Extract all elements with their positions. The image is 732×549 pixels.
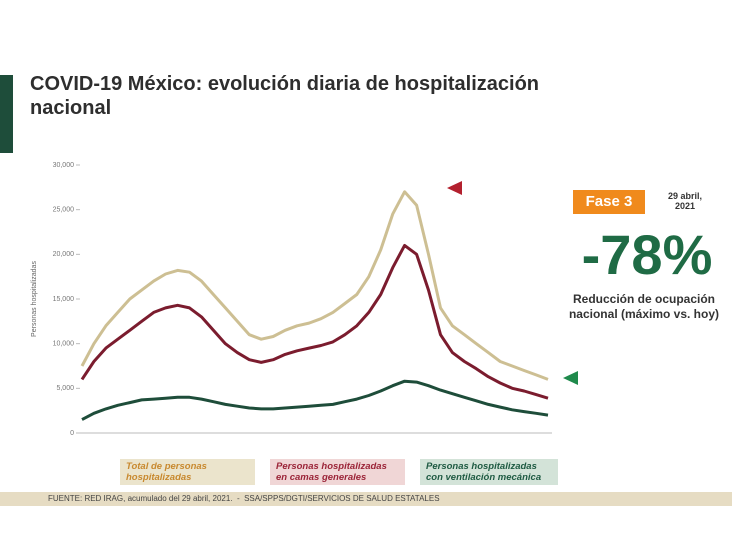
series-line <box>81 379 549 421</box>
y-tick-label: 15,000 <box>53 296 75 303</box>
legend-entry: Personas hospitalizadas con ventilación … <box>420 459 558 485</box>
change-caption: Reducción de ocupación nacional (máximo … <box>568 292 720 321</box>
phase-badge: Fase 3 <box>573 190 645 214</box>
y-axis-label: Personas hospitalizadas <box>31 261 38 337</box>
y-tick-label: 5,000 <box>56 385 74 392</box>
y-tick-label: 0 <box>70 430 74 437</box>
series-line <box>80 190 549 381</box>
peak-marker <box>447 181 462 195</box>
date: 29 abril, 2021 <box>667 191 703 211</box>
change-value: -78% <box>581 223 713 286</box>
y-tick-label: 20,000 <box>53 251 75 258</box>
y-tick-label: 10,000 <box>53 341 75 348</box>
legend-entry: Total de personas hospitalizadas <box>120 459 255 485</box>
y-tick-label: 25,000 <box>53 207 75 214</box>
accent-bar <box>0 75 13 153</box>
footer: FUENTE: RED IRAG, acumulado del 29 abril… <box>0 492 732 506</box>
y-tick-label: 30,000 <box>53 162 75 169</box>
series-line <box>80 243 549 400</box>
legend-entry: Personas hospitalizadas en camas general… <box>270 459 405 485</box>
current-marker <box>563 371 578 385</box>
title: COVID-19 México: evolución diaria de hos… <box>30 73 540 119</box>
